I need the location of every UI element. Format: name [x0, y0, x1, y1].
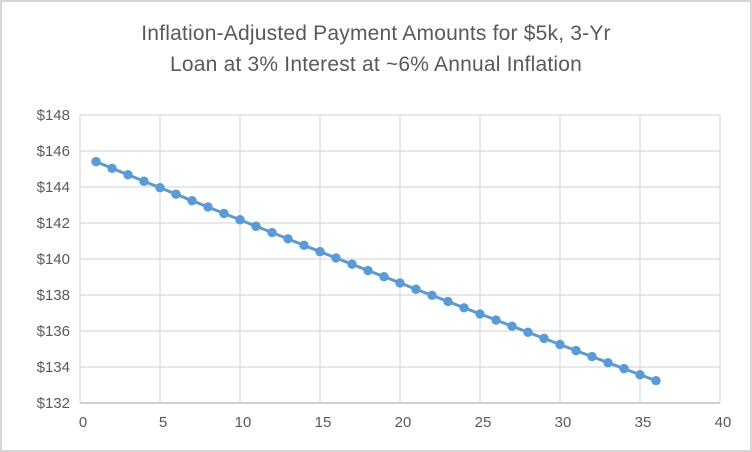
data-point [603, 357, 613, 368]
data-point [171, 189, 181, 199]
data-point [155, 183, 165, 193]
chart-title-line-1: Inflation-Adjusted Payment Amounts for $… [141, 22, 611, 45]
data-point [283, 234, 293, 244]
y-tick-label: $136 [37, 323, 70, 340]
x-tick-label: 25 [475, 414, 492, 431]
data-point [539, 333, 549, 344]
data-point [411, 284, 421, 294]
data-point [619, 363, 629, 374]
y-tick-label: $142 [37, 215, 70, 232]
data-point [139, 176, 149, 186]
y-tick-label: $140 [37, 251, 70, 268]
data-point [187, 195, 197, 206]
chart-title: Inflation-Adjusted Payment Amounts for $… [2, 18, 750, 80]
y-tick-label: $148 [37, 107, 70, 124]
data-point [635, 370, 645, 380]
data-point [251, 221, 261, 231]
data-point [459, 303, 469, 313]
y-tick-label: $132 [37, 395, 70, 412]
data-point [443, 296, 453, 307]
data-point [123, 170, 133, 180]
x-tick-label: 40 [715, 414, 732, 431]
data-point [491, 315, 501, 325]
data-point [523, 327, 533, 337]
data-point [571, 345, 581, 356]
y-tick-label: $134 [37, 359, 70, 376]
x-tick-label: 0 [79, 414, 87, 431]
data-point [651, 375, 661, 386]
y-tick-label: $144 [37, 179, 70, 196]
data-point [507, 321, 517, 331]
x-tick-label: 30 [555, 414, 572, 431]
data-point [347, 259, 357, 269]
data-point [299, 240, 309, 251]
data-point [91, 156, 101, 167]
data-point [379, 271, 389, 282]
data-point [427, 290, 437, 301]
data-point [331, 253, 341, 263]
y-tick-label: $146 [37, 143, 70, 160]
data-point [475, 309, 485, 319]
data-point [395, 278, 405, 288]
data-point [203, 202, 213, 212]
data-point [107, 163, 117, 173]
data-point [219, 208, 229, 219]
data-point [315, 246, 325, 257]
data-point [587, 351, 597, 362]
x-tick-label: 35 [635, 414, 652, 431]
x-tick-label: 10 [235, 414, 252, 431]
data-point [267, 227, 277, 238]
x-tick-label: 20 [395, 414, 412, 431]
data-point [235, 215, 245, 225]
chart-title-line-2: Loan at 3% Interest at ~6% Annual Inflat… [170, 53, 582, 76]
data-point [363, 265, 373, 276]
x-tick-label: 5 [159, 414, 167, 431]
y-tick-label: $138 [37, 287, 70, 304]
x-tick-label: 15 [315, 414, 332, 431]
data-point [555, 339, 565, 350]
